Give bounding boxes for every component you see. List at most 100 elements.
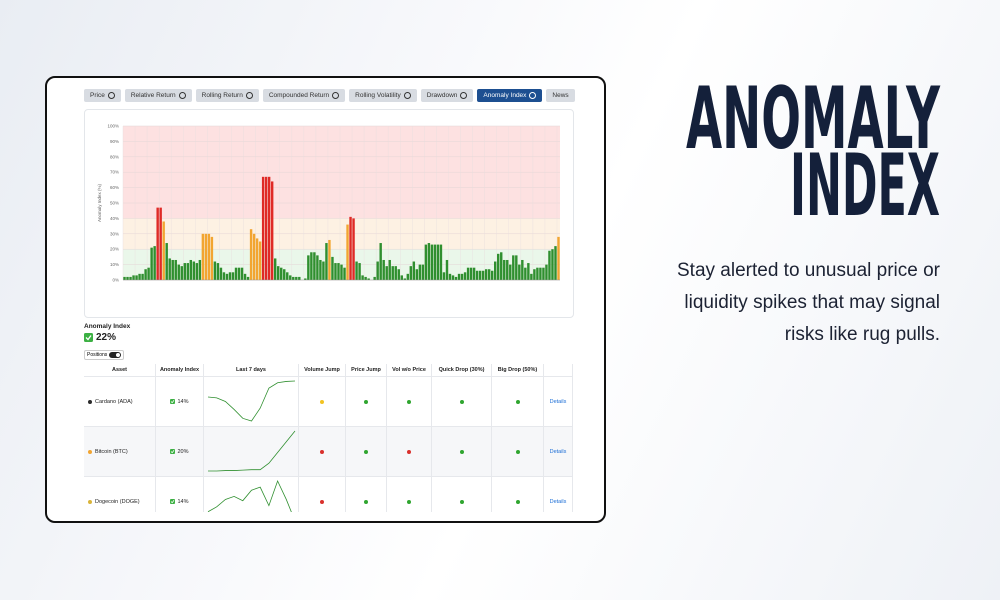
bar xyxy=(328,239,331,280)
bar xyxy=(331,256,334,280)
tab[interactable]: Drawdown xyxy=(420,89,474,102)
check-box xyxy=(170,399,176,404)
signal-dot xyxy=(364,449,368,454)
y-tick-label: 0% xyxy=(112,278,119,283)
bar xyxy=(385,266,388,280)
signal-dot xyxy=(459,399,464,404)
details-link[interactable]: Details xyxy=(549,448,567,455)
tab-label: Price xyxy=(90,92,105,99)
cell xyxy=(432,427,492,476)
sparkline xyxy=(207,380,296,422)
bar xyxy=(192,261,196,280)
bar xyxy=(219,267,223,280)
bar xyxy=(518,264,521,280)
y-axis-label: Anomaly Index (%) xyxy=(97,183,102,222)
toggle[interactable]: Positions xyxy=(84,350,125,360)
header-cell: Big Drop (50%) xyxy=(492,364,544,376)
tab[interactable]: News xyxy=(546,89,575,102)
info-icon xyxy=(107,92,115,99)
tab[interactable]: Relative Return xyxy=(124,89,192,102)
bar xyxy=(367,278,370,280)
bar xyxy=(352,218,355,280)
header-label: Vol w/o Price xyxy=(392,367,426,373)
cell: Cardano (ADA) xyxy=(84,377,156,426)
bar xyxy=(376,261,379,280)
bar xyxy=(189,259,193,280)
bar xyxy=(421,264,425,280)
bar xyxy=(364,276,367,280)
bar xyxy=(542,267,545,280)
bar xyxy=(150,247,153,280)
cell: Dogecoin (DOGE) xyxy=(84,477,156,512)
bar xyxy=(346,224,349,280)
cell xyxy=(299,477,346,512)
bar xyxy=(355,261,358,280)
bar xyxy=(246,276,250,280)
bar xyxy=(183,263,186,280)
bar xyxy=(379,243,382,280)
toggle-label: Positions xyxy=(87,352,108,358)
cell xyxy=(299,427,346,476)
bar xyxy=(123,276,126,280)
bar xyxy=(391,266,394,280)
check-icon xyxy=(170,399,176,404)
cell: Details xyxy=(544,427,573,476)
tab[interactable]: Anomaly Index xyxy=(477,89,543,102)
bar xyxy=(466,267,470,280)
bar xyxy=(210,236,214,280)
bar xyxy=(445,259,449,280)
bar xyxy=(313,252,316,280)
hero-body: liquidity spikes that may signal xyxy=(684,292,940,313)
bar xyxy=(298,276,301,280)
tab[interactable]: Rolling Volatility xyxy=(349,89,417,102)
bar xyxy=(289,275,292,280)
bar xyxy=(237,267,241,280)
bar xyxy=(349,216,352,280)
y-tick-label: 40% xyxy=(110,216,119,221)
y-tick-label: 10% xyxy=(110,262,119,267)
app-card: Price Relative Return Rolling Return Compou… xyxy=(45,76,606,523)
summary-value: 22% xyxy=(96,332,117,343)
details-link[interactable]: Details xyxy=(549,398,567,405)
signal-dot xyxy=(364,499,368,504)
tab-label: Relative Return xyxy=(130,92,176,99)
info-icon xyxy=(332,92,340,99)
bar xyxy=(325,243,328,280)
header-cell: Anomaly Index xyxy=(156,364,204,376)
check-icon xyxy=(170,499,176,504)
details-link[interactable]: Details xyxy=(549,498,567,505)
cell: 20% xyxy=(156,427,204,476)
bar xyxy=(512,255,515,280)
tab[interactable]: Rolling Return xyxy=(195,89,259,102)
cell xyxy=(204,477,299,512)
bar xyxy=(403,278,406,280)
asset-dot xyxy=(88,449,92,454)
bar xyxy=(448,273,452,280)
anomaly-value: 20% xyxy=(177,448,189,455)
bar xyxy=(258,241,262,280)
table: Asset Anomaly Index Last 7 days Volume Jump… xyxy=(84,364,573,512)
bar xyxy=(273,258,277,280)
header-cell: Volume Jump xyxy=(299,364,346,376)
bar xyxy=(141,273,144,280)
y-tick-label: 70% xyxy=(110,170,119,175)
bar xyxy=(533,269,536,280)
header-label: Asset xyxy=(112,367,127,373)
table-header: Asset Anomaly Index Last 7 days Volume Jump… xyxy=(84,364,573,377)
tab[interactable]: Price xyxy=(84,89,121,102)
bar xyxy=(153,246,156,280)
check-box xyxy=(170,449,176,454)
cell xyxy=(299,377,346,426)
signal-dot xyxy=(459,499,464,504)
bar xyxy=(132,275,135,280)
tab-label: Anomaly Index xyxy=(483,92,527,99)
bar xyxy=(216,263,220,280)
bar xyxy=(334,263,337,280)
y-tick-label: 50% xyxy=(110,201,119,206)
tab[interactable]: Compounded Return xyxy=(262,89,346,102)
check-box xyxy=(170,499,176,504)
cell: 14% xyxy=(156,477,204,512)
header-cell: Last 7 days xyxy=(204,364,299,376)
bar xyxy=(129,276,132,280)
bar xyxy=(487,269,491,280)
